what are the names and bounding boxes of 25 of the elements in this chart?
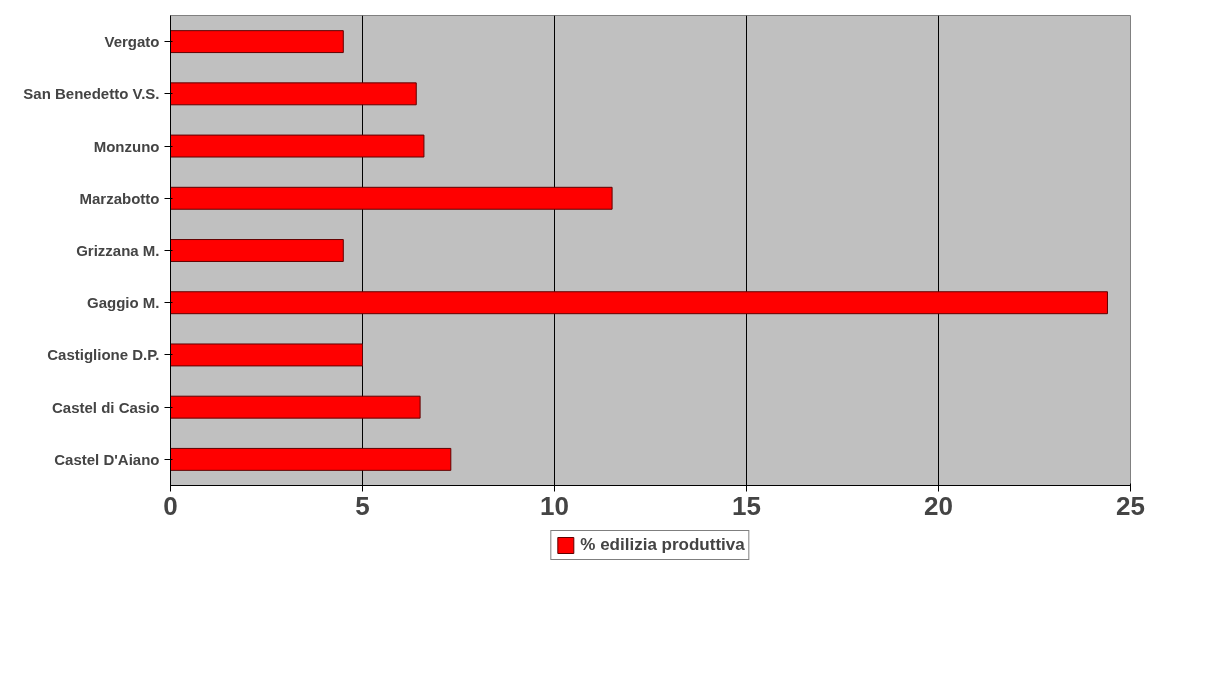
bar bbox=[170, 186, 613, 210]
x-tick-label: 5 bbox=[355, 490, 370, 521]
y-tick-label: Monzuno bbox=[93, 137, 160, 155]
y-tick-label: Castel D'Aiano bbox=[54, 450, 160, 468]
legend-label: % edilizia produttiva bbox=[580, 535, 745, 555]
bar bbox=[170, 239, 344, 262]
bar bbox=[170, 134, 425, 158]
y-tick-label: Vergato bbox=[104, 33, 160, 51]
y-tick-label: Gaggio M. bbox=[87, 294, 160, 312]
y-tick-label: Marzabotto bbox=[79, 189, 160, 207]
x-tick-label: 15 bbox=[732, 490, 761, 521]
bar bbox=[170, 82, 417, 106]
y-tick-label: Castiglione D.P. bbox=[47, 346, 160, 364]
bar bbox=[170, 30, 344, 54]
bar bbox=[170, 447, 452, 471]
bar bbox=[170, 343, 363, 367]
bar bbox=[170, 395, 421, 419]
x-tick-label: 0 bbox=[163, 490, 178, 521]
y-tick-label: San Benedetto V.S. bbox=[23, 85, 160, 103]
x-tick-label: 20 bbox=[924, 490, 953, 521]
x-tick-label: 25 bbox=[1116, 490, 1145, 521]
x-tick-label: 10 bbox=[540, 490, 569, 521]
y-tick-label: Grizzana M. bbox=[76, 242, 160, 259]
bar bbox=[170, 291, 1108, 315]
y-tick-label: Castel di Casio bbox=[51, 398, 160, 416]
